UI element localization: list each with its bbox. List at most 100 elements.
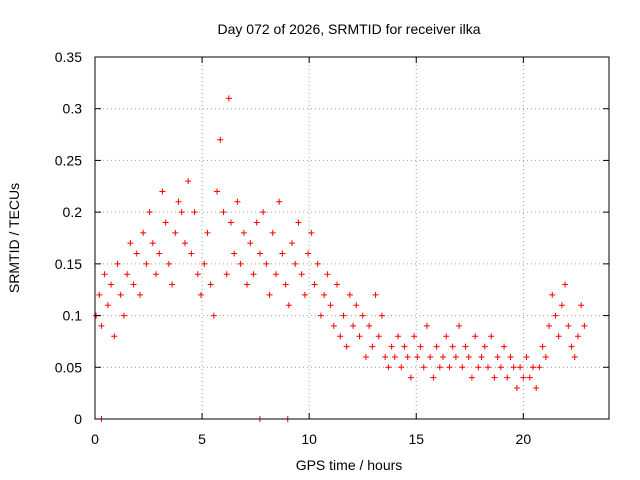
data-point bbox=[475, 364, 482, 371]
data-point bbox=[472, 333, 479, 340]
data-point bbox=[359, 312, 366, 319]
data-point bbox=[462, 343, 469, 350]
data-point bbox=[427, 353, 434, 360]
y-tick-label: 0.15 bbox=[55, 256, 82, 272]
data-point bbox=[136, 291, 143, 298]
data-point bbox=[362, 353, 369, 360]
data-point bbox=[133, 250, 140, 257]
y-tick-label: 0.1 bbox=[63, 308, 83, 324]
data-point bbox=[513, 384, 520, 391]
data-point bbox=[217, 136, 224, 143]
data-point bbox=[295, 219, 302, 226]
x-tick-label: 20 bbox=[516, 431, 532, 447]
data-point bbox=[558, 302, 565, 309]
data-point bbox=[276, 198, 283, 205]
y-tick-label: 0.2 bbox=[63, 204, 83, 220]
data-point bbox=[340, 312, 347, 319]
data-point bbox=[536, 364, 543, 371]
data-point bbox=[353, 302, 360, 309]
x-tick-label: 5 bbox=[198, 431, 206, 447]
data-point bbox=[411, 333, 418, 340]
data-point bbox=[549, 291, 556, 298]
data-point bbox=[263, 260, 270, 267]
data-point bbox=[247, 240, 254, 247]
data-point bbox=[562, 281, 569, 288]
data-point bbox=[446, 364, 453, 371]
data-point bbox=[321, 291, 328, 298]
data-point bbox=[127, 240, 134, 247]
data-point bbox=[565, 322, 572, 329]
data-point bbox=[578, 302, 585, 309]
data-point bbox=[494, 353, 501, 360]
data-point bbox=[533, 384, 540, 391]
data-point bbox=[223, 271, 230, 278]
data-point bbox=[401, 343, 408, 350]
data-point bbox=[334, 281, 341, 288]
data-point bbox=[501, 343, 508, 350]
data-point bbox=[369, 343, 376, 350]
data-point bbox=[175, 198, 182, 205]
data-point bbox=[162, 219, 169, 226]
data-point bbox=[343, 343, 350, 350]
plot-frame bbox=[94, 56, 610, 420]
data-point bbox=[356, 333, 363, 340]
data-point bbox=[481, 343, 488, 350]
data-point bbox=[240, 229, 247, 236]
data-point bbox=[430, 374, 437, 381]
data-point bbox=[378, 312, 385, 319]
data-point bbox=[194, 271, 201, 278]
data-point bbox=[120, 312, 127, 319]
data-point bbox=[542, 353, 549, 360]
data-point bbox=[433, 343, 440, 350]
y-axis-label: SRMTID / TECUs bbox=[6, 183, 22, 293]
data-point bbox=[484, 364, 491, 371]
data-point bbox=[388, 343, 395, 350]
data-point bbox=[231, 250, 238, 257]
grid bbox=[95, 57, 609, 419]
data-point bbox=[149, 240, 156, 247]
x-tick-label: 0 bbox=[91, 431, 99, 447]
data-point bbox=[305, 250, 312, 257]
data-point bbox=[285, 302, 292, 309]
data-point bbox=[266, 291, 273, 298]
data-points bbox=[93, 95, 588, 422]
data-point bbox=[169, 281, 176, 288]
data-point bbox=[227, 219, 234, 226]
data-point bbox=[497, 364, 504, 371]
data-point bbox=[510, 364, 517, 371]
data-point bbox=[539, 343, 546, 350]
data-point bbox=[375, 333, 382, 340]
data-point bbox=[111, 333, 118, 340]
data-point bbox=[237, 260, 244, 267]
data-point bbox=[214, 188, 221, 195]
data-point bbox=[330, 322, 337, 329]
data-point bbox=[414, 353, 421, 360]
data-point bbox=[581, 322, 588, 329]
data-point bbox=[256, 250, 263, 257]
y-tick-label: 0.3 bbox=[63, 101, 83, 117]
data-point bbox=[382, 353, 389, 360]
data-point bbox=[279, 250, 286, 257]
data-point bbox=[456, 322, 463, 329]
data-point bbox=[314, 260, 321, 267]
data-point bbox=[165, 260, 172, 267]
data-point bbox=[201, 260, 208, 267]
data-point bbox=[108, 281, 115, 288]
data-point bbox=[301, 291, 308, 298]
data-point bbox=[423, 322, 430, 329]
axis-ticks: 0 5 10 15 20 0 0.05 0.1 0.15 0.2 0.25 0.3 0.35 bbox=[55, 49, 609, 447]
y-tick-label: 0 bbox=[74, 411, 82, 427]
data-point bbox=[407, 374, 414, 381]
data-point bbox=[311, 281, 318, 288]
data-point bbox=[156, 250, 163, 257]
data-point bbox=[449, 343, 456, 350]
data-point bbox=[517, 364, 524, 371]
data-point bbox=[555, 333, 562, 340]
data-point bbox=[289, 240, 296, 247]
data-point bbox=[459, 364, 466, 371]
data-point bbox=[372, 291, 379, 298]
data-point bbox=[191, 209, 198, 216]
data-point bbox=[153, 271, 160, 278]
data-point bbox=[571, 353, 578, 360]
data-point bbox=[124, 271, 131, 278]
